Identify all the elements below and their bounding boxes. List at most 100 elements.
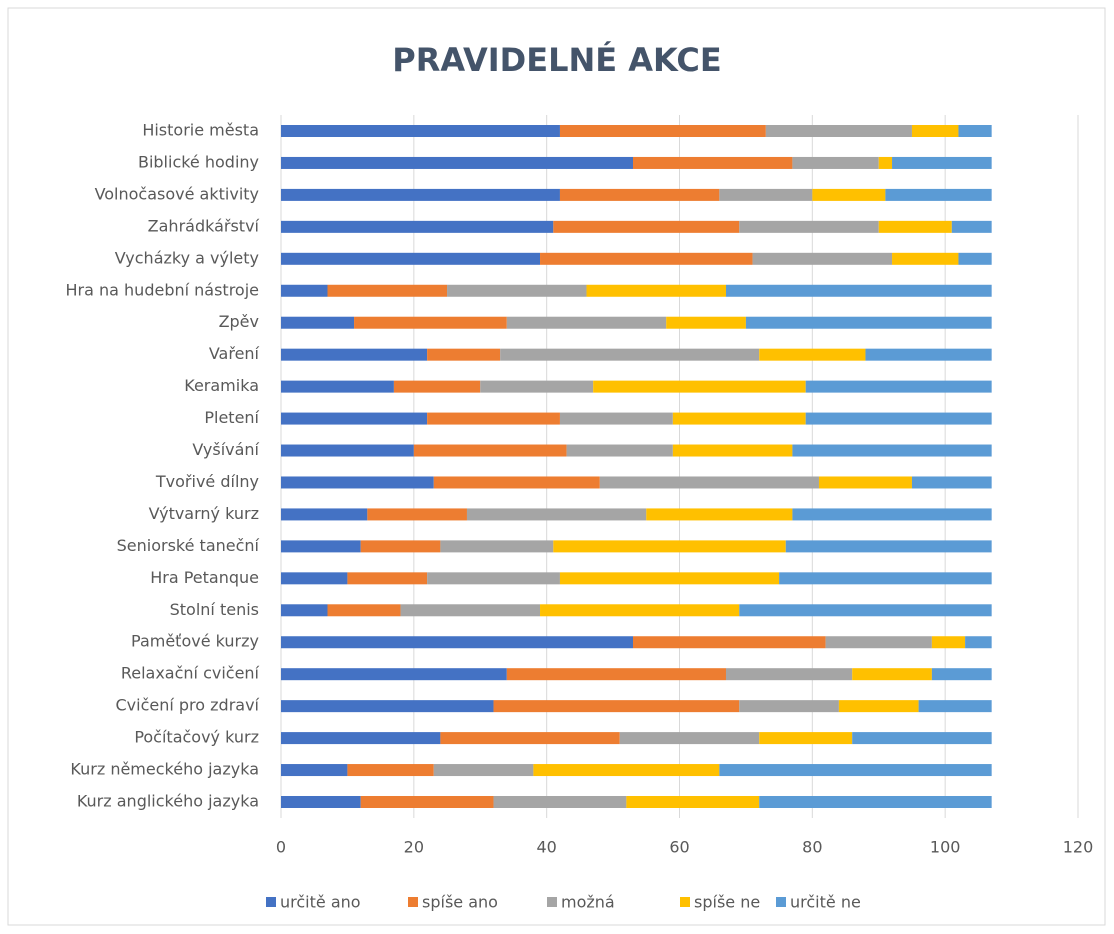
bar-segment — [440, 732, 620, 745]
bar-segment — [719, 764, 992, 777]
bar-segment — [281, 508, 368, 521]
bar-segment — [281, 764, 348, 777]
bar-segment — [559, 412, 673, 425]
y-tick-label: Hra na hudební nástroje — [66, 280, 260, 299]
bar-segment — [825, 636, 932, 649]
bar-segment — [347, 572, 428, 585]
bar-segment — [281, 636, 634, 649]
y-tick-label: Paměťové kurzy — [131, 632, 259, 651]
bar-segment — [447, 284, 587, 297]
bar-segment — [805, 412, 992, 425]
bar-segment — [911, 125, 959, 137]
legend-swatch — [680, 897, 690, 907]
legend-label: spíše ano — [422, 893, 498, 912]
bar-segment — [281, 348, 428, 361]
bar-segment — [759, 732, 853, 745]
y-tick-label: Vyšívání — [192, 440, 259, 459]
bar-segment — [493, 796, 627, 808]
bar-segment — [779, 572, 992, 585]
bar-segment — [354, 316, 507, 329]
y-tick-label: Hra Petanque — [150, 568, 259, 587]
bar-segment — [593, 380, 806, 393]
bar-segment — [413, 444, 567, 457]
legend-label: spíše ne — [694, 893, 760, 912]
legend-swatch — [776, 897, 786, 907]
bar-segment — [878, 220, 952, 233]
bar-segment — [281, 604, 328, 617]
x-tick-label: 60 — [669, 838, 689, 857]
bar-segment — [852, 732, 992, 745]
x-tick-label: 100 — [930, 838, 961, 857]
bar-segment — [759, 348, 866, 361]
chart-title: PRAVIDELNÉ AKCE — [392, 41, 721, 79]
y-tick-label: Biblické hodiny — [138, 152, 259, 171]
bar-segment — [281, 380, 394, 393]
bar-segment — [759, 796, 992, 808]
bar-segment — [553, 540, 786, 553]
bar-segment — [281, 700, 494, 713]
bar-segment — [878, 156, 893, 169]
y-tick-label: Zpěv — [219, 312, 259, 331]
bar-segment — [281, 316, 355, 329]
y-tick-label: Relaxační cvičení — [121, 664, 260, 683]
bar-segment — [958, 252, 992, 265]
bar-segment — [633, 636, 826, 649]
legend-label: možná — [561, 893, 615, 912]
bar-segment — [553, 220, 740, 233]
y-tick-label: Keramika — [184, 376, 259, 395]
bar-segment — [739, 604, 992, 617]
bar-segment — [725, 284, 992, 297]
bar-segment — [752, 252, 893, 265]
bar-segment — [792, 156, 879, 169]
bar-segment — [506, 668, 726, 681]
legend-label: určitě ano — [280, 893, 361, 912]
bar-segment — [812, 188, 886, 201]
x-tick-label: 80 — [802, 838, 822, 857]
y-tick-label: Volnočasové aktivity — [95, 184, 259, 203]
bar-segment — [852, 668, 932, 681]
bar-segment — [367, 508, 467, 521]
bar-segment — [281, 444, 414, 457]
bar-segment — [965, 636, 992, 649]
bar-segment — [792, 508, 992, 521]
bar-segment — [393, 380, 481, 393]
bar-segment — [559, 572, 780, 585]
bar-segment — [725, 668, 853, 681]
y-tick-label: Historie města — [142, 121, 259, 140]
bar-segment — [327, 604, 401, 617]
y-tick-label: Počítačový kurz — [134, 728, 259, 747]
bar-segment — [892, 156, 992, 169]
bar-segment — [281, 156, 634, 169]
bar-segment — [586, 284, 726, 297]
bar-segment — [633, 156, 793, 169]
bar-segment — [281, 796, 361, 808]
bar-segment — [818, 476, 912, 489]
bar-segment — [281, 668, 507, 681]
bar-segment — [619, 732, 760, 745]
bar-segment — [493, 700, 740, 713]
bar-segment — [281, 284, 328, 297]
legend-swatch — [408, 897, 418, 907]
bar-segment — [427, 412, 560, 425]
bar-segment — [466, 508, 647, 521]
bar-segment — [745, 316, 992, 329]
bar-segment — [327, 284, 448, 297]
y-tick-label: Vycházky a výlety — [115, 248, 259, 267]
bar-segment — [931, 636, 966, 649]
y-tick-label: Stolní tenis — [170, 600, 259, 619]
bar-segment — [885, 188, 992, 201]
y-tick-label: Zahrádkářství — [148, 216, 260, 235]
bar-segment — [765, 125, 912, 137]
bar-segment — [666, 316, 746, 329]
bar-segment — [892, 252, 959, 265]
x-tick-label: 120 — [1063, 838, 1094, 857]
bar-segment — [646, 508, 793, 521]
bar-segment — [506, 316, 667, 329]
bar-segment — [931, 668, 992, 681]
bar-segment — [739, 220, 879, 233]
bar-segment — [400, 604, 541, 617]
bar-segment — [911, 476, 992, 489]
bar-segment — [281, 732, 441, 745]
bar-segment — [626, 796, 760, 808]
